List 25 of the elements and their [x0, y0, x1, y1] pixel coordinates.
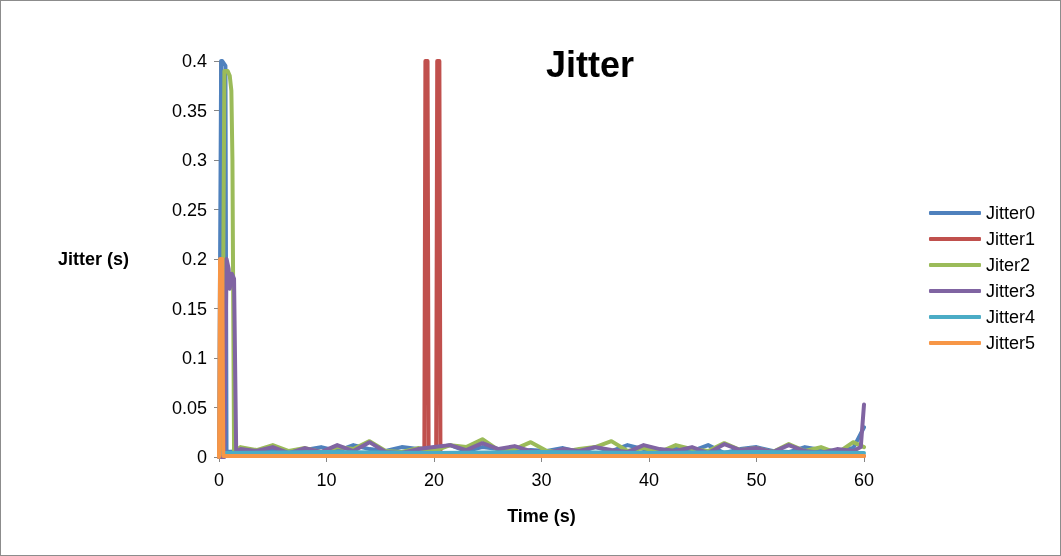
x-axis-title: Time (s) — [507, 506, 576, 526]
y-tick-label: 0.35 — [171, 100, 207, 121]
x-tick-label: 0 — [213, 470, 225, 490]
y-tick-label: 0.2 — [181, 249, 207, 269]
y-tick-label: 0.15 — [171, 298, 207, 319]
legend-label: Jitter5 — [985, 333, 1036, 353]
x-tick-label: 20 — [423, 470, 445, 490]
y-axis-title: Jitter (s) — [57, 249, 130, 269]
y-tick-label: 0.3 — [181, 150, 207, 170]
x-tick-label: 10 — [316, 470, 337, 490]
y-tick-label: 0.1 — [181, 348, 207, 368]
chart-title: Jitter — [546, 43, 635, 85]
legend-label: Jitter1 — [985, 229, 1036, 249]
y-tick-label: 0.4 — [181, 51, 207, 71]
x-tick-label: 60 — [853, 470, 875, 490]
legend-label: Jitter4 — [985, 307, 1036, 327]
y-tick-label: 0 — [196, 447, 207, 467]
x-tick-label: 30 — [531, 470, 552, 490]
legend-label: Jitter0 — [985, 203, 1036, 223]
y-tick-label: 0.05 — [171, 397, 207, 418]
legend-label: Jiter2 — [985, 255, 1030, 275]
legend-label: Jitter3 — [985, 281, 1036, 301]
x-tick-label: 40 — [638, 470, 660, 490]
y-tick-label: 0.25 — [171, 199, 207, 220]
x-tick-label: 50 — [746, 470, 767, 490]
